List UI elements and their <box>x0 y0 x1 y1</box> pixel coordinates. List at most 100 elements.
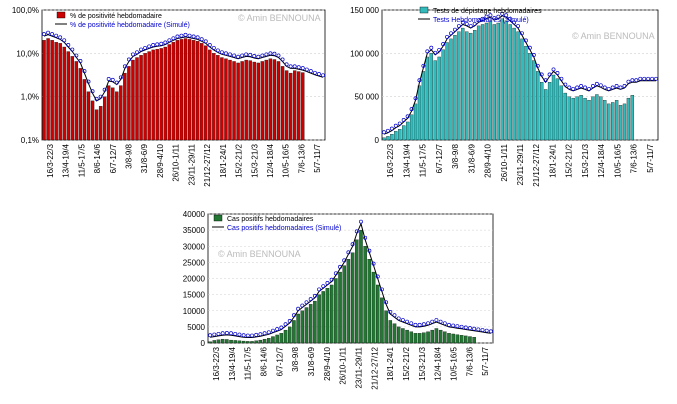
sim-point <box>551 67 556 72</box>
sim-point <box>122 64 127 69</box>
y-tick-label: 5000 <box>187 323 205 332</box>
sim-point <box>393 123 398 128</box>
bar <box>183 38 188 141</box>
bar <box>42 40 46 141</box>
bar <box>220 57 224 141</box>
bar <box>496 22 500 141</box>
tests-chart: 0 50 000 100 000 150 000 16/3-22/3 13/4-19/4 1… <box>350 6 659 187</box>
bar <box>246 341 250 344</box>
sim-point <box>268 51 273 56</box>
bar <box>611 102 615 141</box>
x-tick-label: 23/11-29/11 <box>516 143 525 185</box>
y-tick-label: 100 000 <box>350 49 379 58</box>
bar <box>127 66 131 141</box>
x-tick-label: 10/5-16/5 <box>282 143 291 177</box>
bar <box>46 38 50 141</box>
bar <box>422 332 426 344</box>
bar <box>304 307 309 344</box>
bar <box>375 284 380 344</box>
bar <box>571 97 575 141</box>
sim-point <box>284 62 289 67</box>
bar <box>54 42 58 141</box>
x-tick-label: 15/3-21/3 <box>581 143 590 177</box>
sim-point <box>321 73 325 78</box>
sim-point <box>409 321 414 326</box>
sim-point <box>191 34 196 39</box>
bar <box>187 39 192 141</box>
sim-line <box>43 34 324 102</box>
sim-point <box>459 324 464 329</box>
x-tick-label: 3/8-9/8 <box>451 143 460 168</box>
bar <box>119 85 123 141</box>
sim-point <box>98 94 103 99</box>
sim-point <box>429 45 434 50</box>
bar <box>516 31 520 141</box>
sim-point <box>630 78 635 83</box>
bar <box>233 340 237 344</box>
bar <box>228 59 232 141</box>
bar <box>131 59 135 141</box>
x-tick-label: 26/10-1/11 <box>500 143 509 181</box>
sim-point <box>236 54 241 59</box>
sim-point <box>426 321 430 326</box>
bar <box>626 97 631 141</box>
sim-point <box>135 50 139 55</box>
sim-point <box>228 52 232 57</box>
sim-point <box>646 76 651 81</box>
bar <box>50 40 54 141</box>
sim-point <box>66 43 71 47</box>
sim-point <box>464 21 469 26</box>
bar <box>267 338 271 344</box>
sim-point <box>296 65 301 70</box>
x-tick-label: 15/3-21/3 <box>250 143 259 177</box>
bar <box>115 91 119 141</box>
bar <box>212 340 217 344</box>
bar <box>74 61 79 141</box>
x-tick-label: 23/11-29/11 <box>354 346 363 388</box>
x-tick-label: 10/5-16/5 <box>613 143 622 177</box>
sim-point <box>488 329 493 334</box>
sim-point <box>638 76 643 81</box>
bar <box>405 329 409 344</box>
bar <box>216 339 221 344</box>
bar <box>451 333 455 344</box>
sim-point <box>437 47 442 52</box>
sim-point <box>463 325 468 330</box>
sim-point <box>78 58 83 63</box>
bar <box>500 18 504 141</box>
sim-point <box>167 38 172 43</box>
legend-label: Tests Hebdomadaires (Simulé) <box>433 17 529 24</box>
sim-point <box>321 284 326 289</box>
sim-point <box>575 85 580 90</box>
sim-point <box>58 35 63 40</box>
bar <box>191 40 196 141</box>
bar <box>508 24 512 141</box>
x-tick-label: 5/7-11/7 <box>646 143 655 172</box>
bar <box>237 340 242 344</box>
bar <box>540 82 544 141</box>
bar <box>250 341 254 344</box>
sim-point <box>260 53 265 58</box>
bar <box>241 340 246 344</box>
sim-point <box>110 77 115 82</box>
sim-point <box>500 11 505 16</box>
sim-point <box>634 78 639 83</box>
bar <box>94 109 99 141</box>
bar <box>325 288 330 344</box>
watermark: © Amin BENNOUNA <box>238 13 321 23</box>
sim-point <box>54 33 59 38</box>
sim-point <box>555 71 560 75</box>
bar <box>409 114 414 141</box>
watermark: © Amin BENNOUNA <box>572 31 655 41</box>
bar <box>394 131 398 141</box>
sim-point <box>220 331 225 336</box>
bar <box>468 336 472 344</box>
sim-point <box>350 242 355 247</box>
sim-point <box>587 86 591 91</box>
sim-point <box>367 248 372 253</box>
sim-point <box>531 52 536 57</box>
x-tick-label: 8/6-14/6 <box>259 346 268 376</box>
bar <box>232 61 236 141</box>
sim-point <box>262 331 267 336</box>
x-tick-label: 15/2-21/2 <box>235 143 244 177</box>
